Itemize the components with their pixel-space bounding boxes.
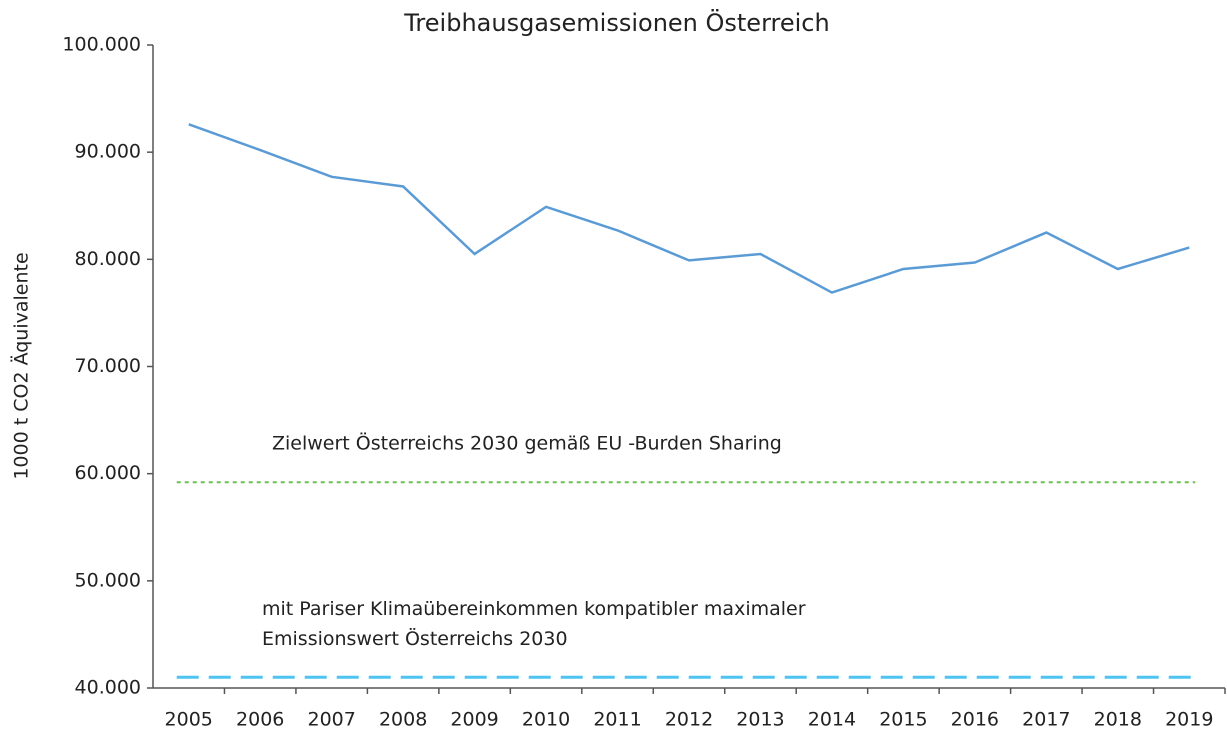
- x-tick-label: 2012: [665, 709, 713, 731]
- x-tick-label: 2014: [808, 709, 856, 731]
- y-tick-label: 40.000: [75, 677, 141, 699]
- x-tick-label: 2009: [450, 709, 498, 731]
- x-tick-label: 2018: [1094, 709, 1142, 731]
- x-tick-label: 2013: [736, 709, 784, 731]
- reference-label: mit Pariser Klimaübereinkommen kompatibl…: [262, 598, 806, 620]
- chart-title: Treibhausgasemissionen Österreich: [403, 8, 829, 37]
- reference-label: Emissionswert Österreichs 2030: [262, 627, 568, 650]
- x-tick-label: 2017: [1022, 709, 1070, 731]
- y-tick-label: 60.000: [75, 462, 141, 484]
- y-tick-label: 100.000: [62, 34, 141, 56]
- data-line: [188, 123, 1190, 294]
- y-tick-label: 70.000: [75, 355, 141, 377]
- x-tick-label: 2011: [593, 709, 641, 731]
- x-tick-label: 2019: [1165, 709, 1213, 731]
- y-axis-label: 1000 t CO2 Äquivalente: [10, 252, 33, 479]
- x-tick-label: 2016: [951, 709, 999, 731]
- y-tick-label: 80.000: [75, 248, 141, 270]
- x-tick-label: 2008: [379, 709, 427, 731]
- x-tick-label: 2010: [522, 709, 570, 731]
- x-tick-label: 2006: [236, 709, 284, 731]
- reference-label: Zielwert Österreichs 2030 gemäß EU -Burd…: [272, 432, 782, 455]
- x-tick-label: 2007: [307, 709, 355, 731]
- x-tick-label: 2005: [165, 709, 213, 731]
- y-tick-label: 90.000: [75, 141, 141, 163]
- y-tick-label: 50.000: [75, 569, 141, 591]
- x-tick-label: 2015: [879, 709, 927, 731]
